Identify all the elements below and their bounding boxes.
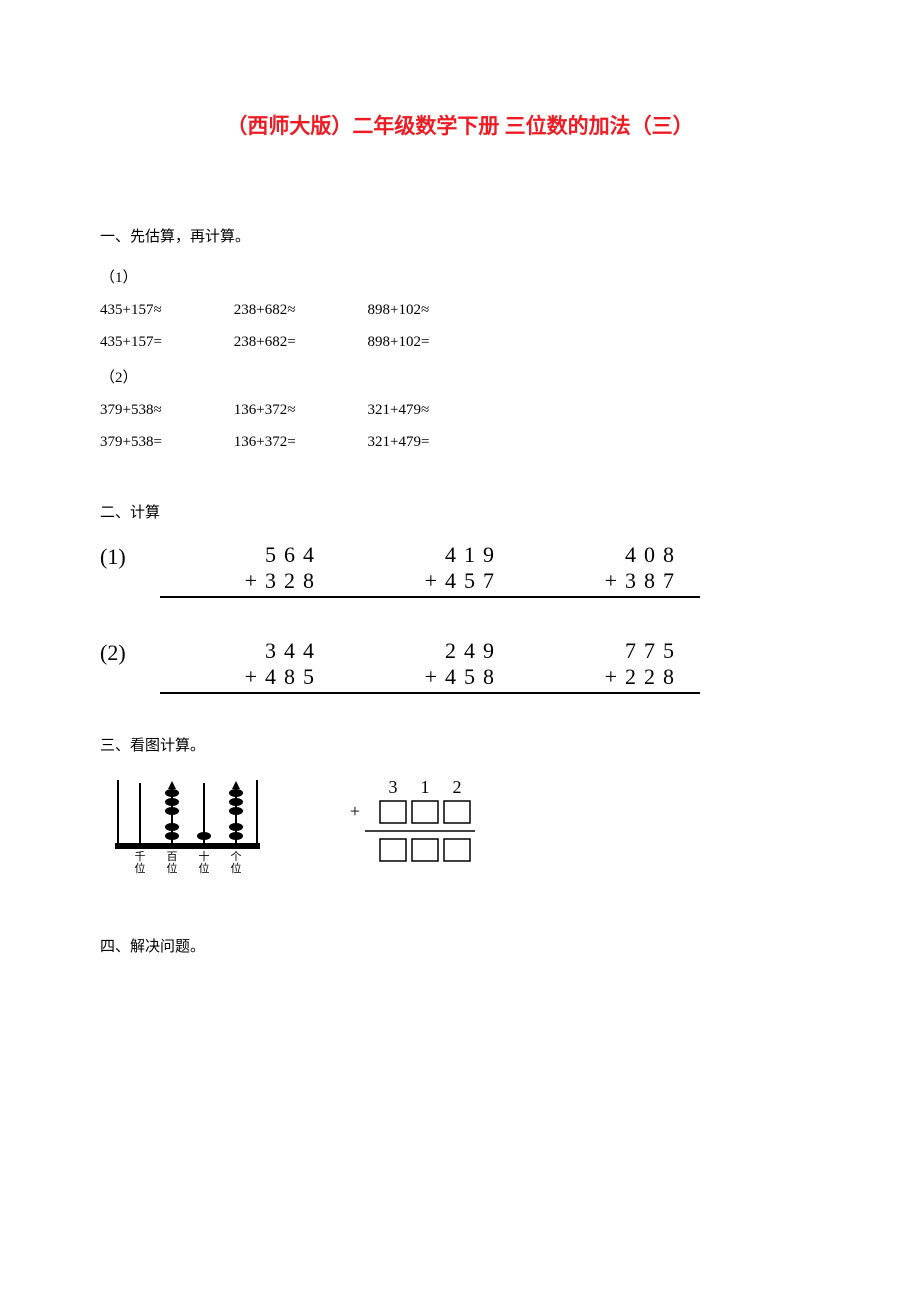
equation: 435+157≈: [100, 302, 230, 319]
svg-text:十: 十: [199, 849, 210, 863]
eq-row: 379+538= 136+372= 321+479=: [100, 434, 820, 451]
addend-top: 408: [520, 542, 700, 568]
svg-text:位: 位: [231, 861, 242, 875]
equation: 379+538=: [100, 434, 230, 451]
svg-text:位: 位: [199, 861, 210, 875]
section3-heading: 三、看图计算。: [100, 734, 820, 755]
eq-row: 379+538≈ 136+372≈ 321+479≈: [100, 402, 820, 419]
equation: 136+372=: [234, 434, 364, 451]
equation: 321+479=: [368, 434, 498, 451]
addend-value: 387: [625, 568, 682, 593]
equation: 136+372≈: [234, 402, 364, 419]
svg-text:位: 位: [167, 861, 178, 875]
section3-container: 千 位 百 位 十 位 个 位 3 1 2 +: [110, 775, 820, 875]
column-row-2: (2) 344 +485 249 +458 775 +228: [100, 638, 820, 694]
equation: 238+682=: [234, 334, 364, 351]
section2-heading: 二、计算: [100, 501, 820, 522]
addend-bottom: +228: [520, 664, 700, 694]
column-problem: 408 +387: [520, 542, 700, 598]
problem-label: (2): [100, 638, 160, 666]
addend-top: 775: [520, 638, 700, 664]
column-problem: 419 +457: [340, 542, 520, 598]
addend-bottom: +458: [340, 664, 520, 694]
section1-part1-label: （1）: [100, 266, 820, 287]
eq-row: 435+157= 238+682= 898+102=: [100, 334, 820, 351]
column-problem: 564 +328: [160, 542, 340, 598]
svg-text:千: 千: [135, 850, 146, 863]
addend-value: 228: [625, 664, 682, 689]
column-problem: 775 +228: [520, 638, 700, 694]
answer-boxes-icon: 3 1 2 +: [325, 775, 505, 875]
column-problem: 344 +485: [160, 638, 340, 694]
svg-text:3: 3: [389, 777, 398, 797]
equation: 898+102=: [368, 334, 498, 351]
column-addition-container: (1) 564 +328 419 +457 408 +387 (2) 344 +…: [100, 542, 820, 694]
column-row-1: (1) 564 +328 419 +457 408 +387: [100, 542, 820, 598]
eq-row: 435+157≈ 238+682≈ 898+102≈: [100, 302, 820, 319]
abacus-icon: 千 位 百 位 十 位 个 位: [110, 775, 265, 875]
svg-text:1: 1: [421, 777, 430, 797]
addend-value: 458: [445, 664, 502, 689]
svg-text:位: 位: [135, 861, 146, 875]
equation: 321+479≈: [368, 402, 498, 419]
equation: 379+538≈: [100, 402, 230, 419]
equation: 435+157=: [100, 334, 230, 351]
addend-top: 419: [340, 542, 520, 568]
column-problem: 249 +458: [340, 638, 520, 694]
addend-value: 457: [445, 568, 502, 593]
addend-bottom: +457: [340, 568, 520, 598]
equation: 898+102≈: [368, 302, 498, 319]
addend-value: 485: [265, 664, 322, 689]
section1-part2-label: （2）: [100, 366, 820, 387]
svg-text:个: 个: [231, 850, 242, 863]
equation: 238+682≈: [234, 302, 364, 319]
svg-text:2: 2: [453, 777, 462, 797]
addend-bottom: +328: [160, 568, 340, 598]
section1-heading: 一、先估算，再计算。: [100, 225, 820, 246]
svg-text:百: 百: [167, 851, 178, 863]
addend-value: 328: [265, 568, 322, 593]
addend-top: 249: [340, 638, 520, 664]
page-title: （西师大版）二年级数学下册 三位数的加法（三）: [100, 110, 820, 140]
svg-text:+: +: [350, 801, 360, 821]
section4-heading: 四、解决问题。: [100, 935, 820, 956]
addend-top: 564: [160, 542, 340, 568]
problem-label: (1): [100, 542, 160, 570]
addend-bottom: +387: [520, 568, 700, 598]
addend-top: 344: [160, 638, 340, 664]
addend-bottom: +485: [160, 664, 340, 694]
